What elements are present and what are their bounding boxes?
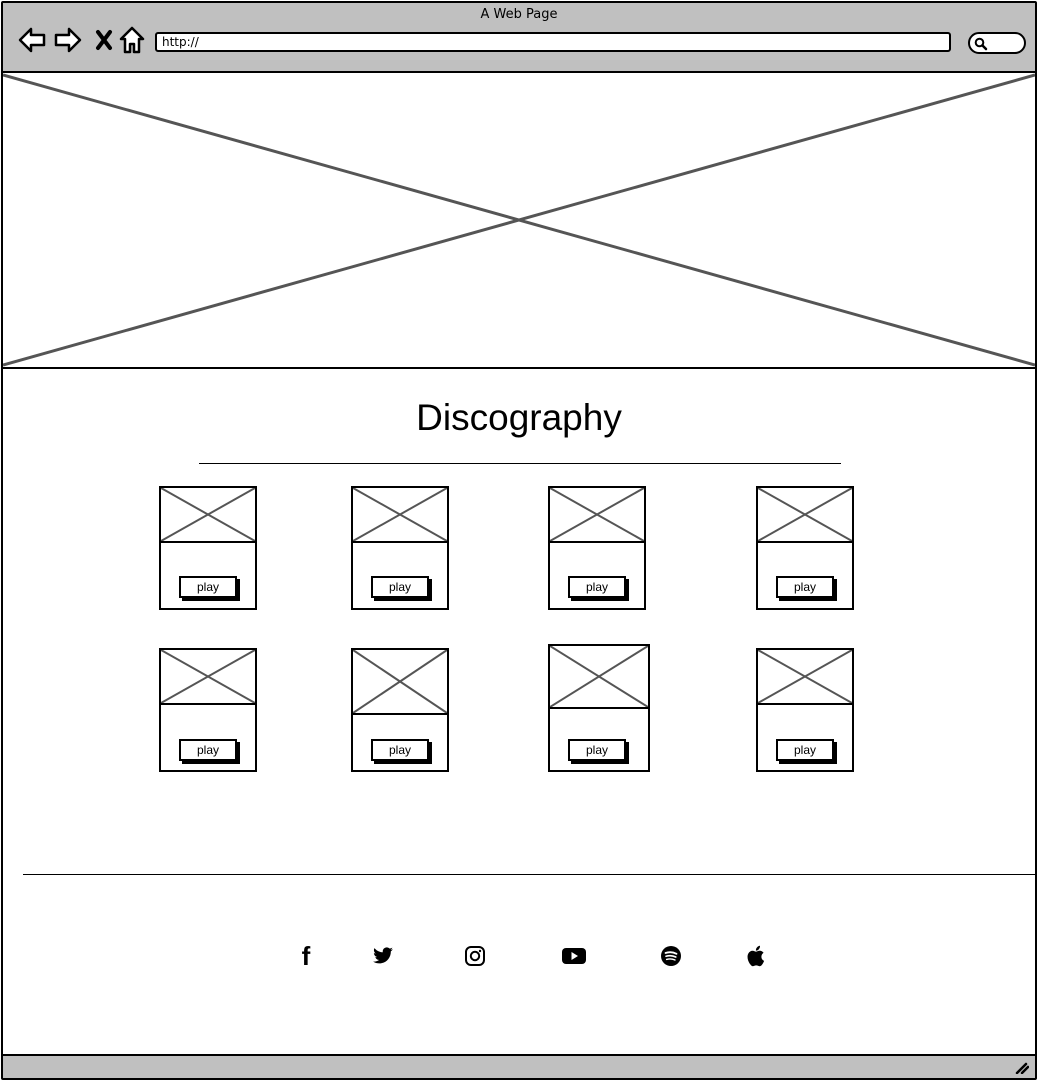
spotify-icon[interactable] [656,941,686,971]
image-placeholder-icon [758,650,852,703]
album-card: play [756,486,854,610]
album-card: play [351,648,449,772]
close-icon[interactable] [89,25,119,55]
facebook-icon[interactable]: f [291,941,321,971]
play-button[interactable]: play [776,739,834,761]
home-icon[interactable] [117,25,147,55]
image-placeholder-icon [3,73,1035,367]
back-arrow-icon[interactable] [17,25,47,55]
status-bar [3,1054,1035,1078]
image-placeholder-icon [550,646,648,707]
play-button[interactable]: play [179,739,237,761]
album-cover-placeholder [353,488,447,543]
album-cover-placeholder [758,488,852,543]
play-button[interactable]: play [568,739,626,761]
album-cover-placeholder [161,488,255,543]
album-card: play [351,486,449,610]
image-placeholder-icon [758,488,852,541]
album-cover-placeholder [550,646,648,709]
hero-image-placeholder [3,73,1035,369]
play-button[interactable]: play [776,576,834,598]
facebook-glyph: f [301,940,311,971]
image-placeholder-icon [353,488,447,541]
album-cover-placeholder [550,488,644,543]
discography-heading: Discography [416,397,622,438]
play-button[interactable]: play [371,739,429,761]
album-card: play [756,648,854,772]
footer-divider [23,874,1037,875]
browser-chrome: A Web Page http:// [3,3,1035,73]
album-card: play [159,486,257,610]
search-field[interactable] [968,32,1026,54]
album-cover-placeholder [161,650,255,705]
image-placeholder-icon [161,488,255,541]
url-input[interactable]: http:// [155,32,951,52]
search-icon [974,37,988,51]
album-cover-placeholder [353,650,447,715]
window-title: A Web Page [480,7,558,22]
youtube-icon[interactable] [559,941,589,971]
play-button[interactable]: play [568,576,626,598]
play-button[interactable]: play [371,576,429,598]
album-card: play [548,486,646,610]
resize-grip-icon[interactable] [1015,1062,1029,1074]
heading-divider [199,463,841,464]
play-button[interactable]: play [179,576,237,598]
twitter-icon[interactable] [368,941,398,971]
forward-arrow-icon[interactable] [53,25,83,55]
album-card: play [159,648,257,772]
apple-icon[interactable] [740,941,770,971]
album-cover-placeholder [758,650,852,705]
image-placeholder-icon [353,650,447,713]
instagram-icon[interactable] [460,941,490,971]
image-placeholder-icon [550,488,644,541]
album-card: play [548,644,650,772]
image-placeholder-icon [161,650,255,703]
